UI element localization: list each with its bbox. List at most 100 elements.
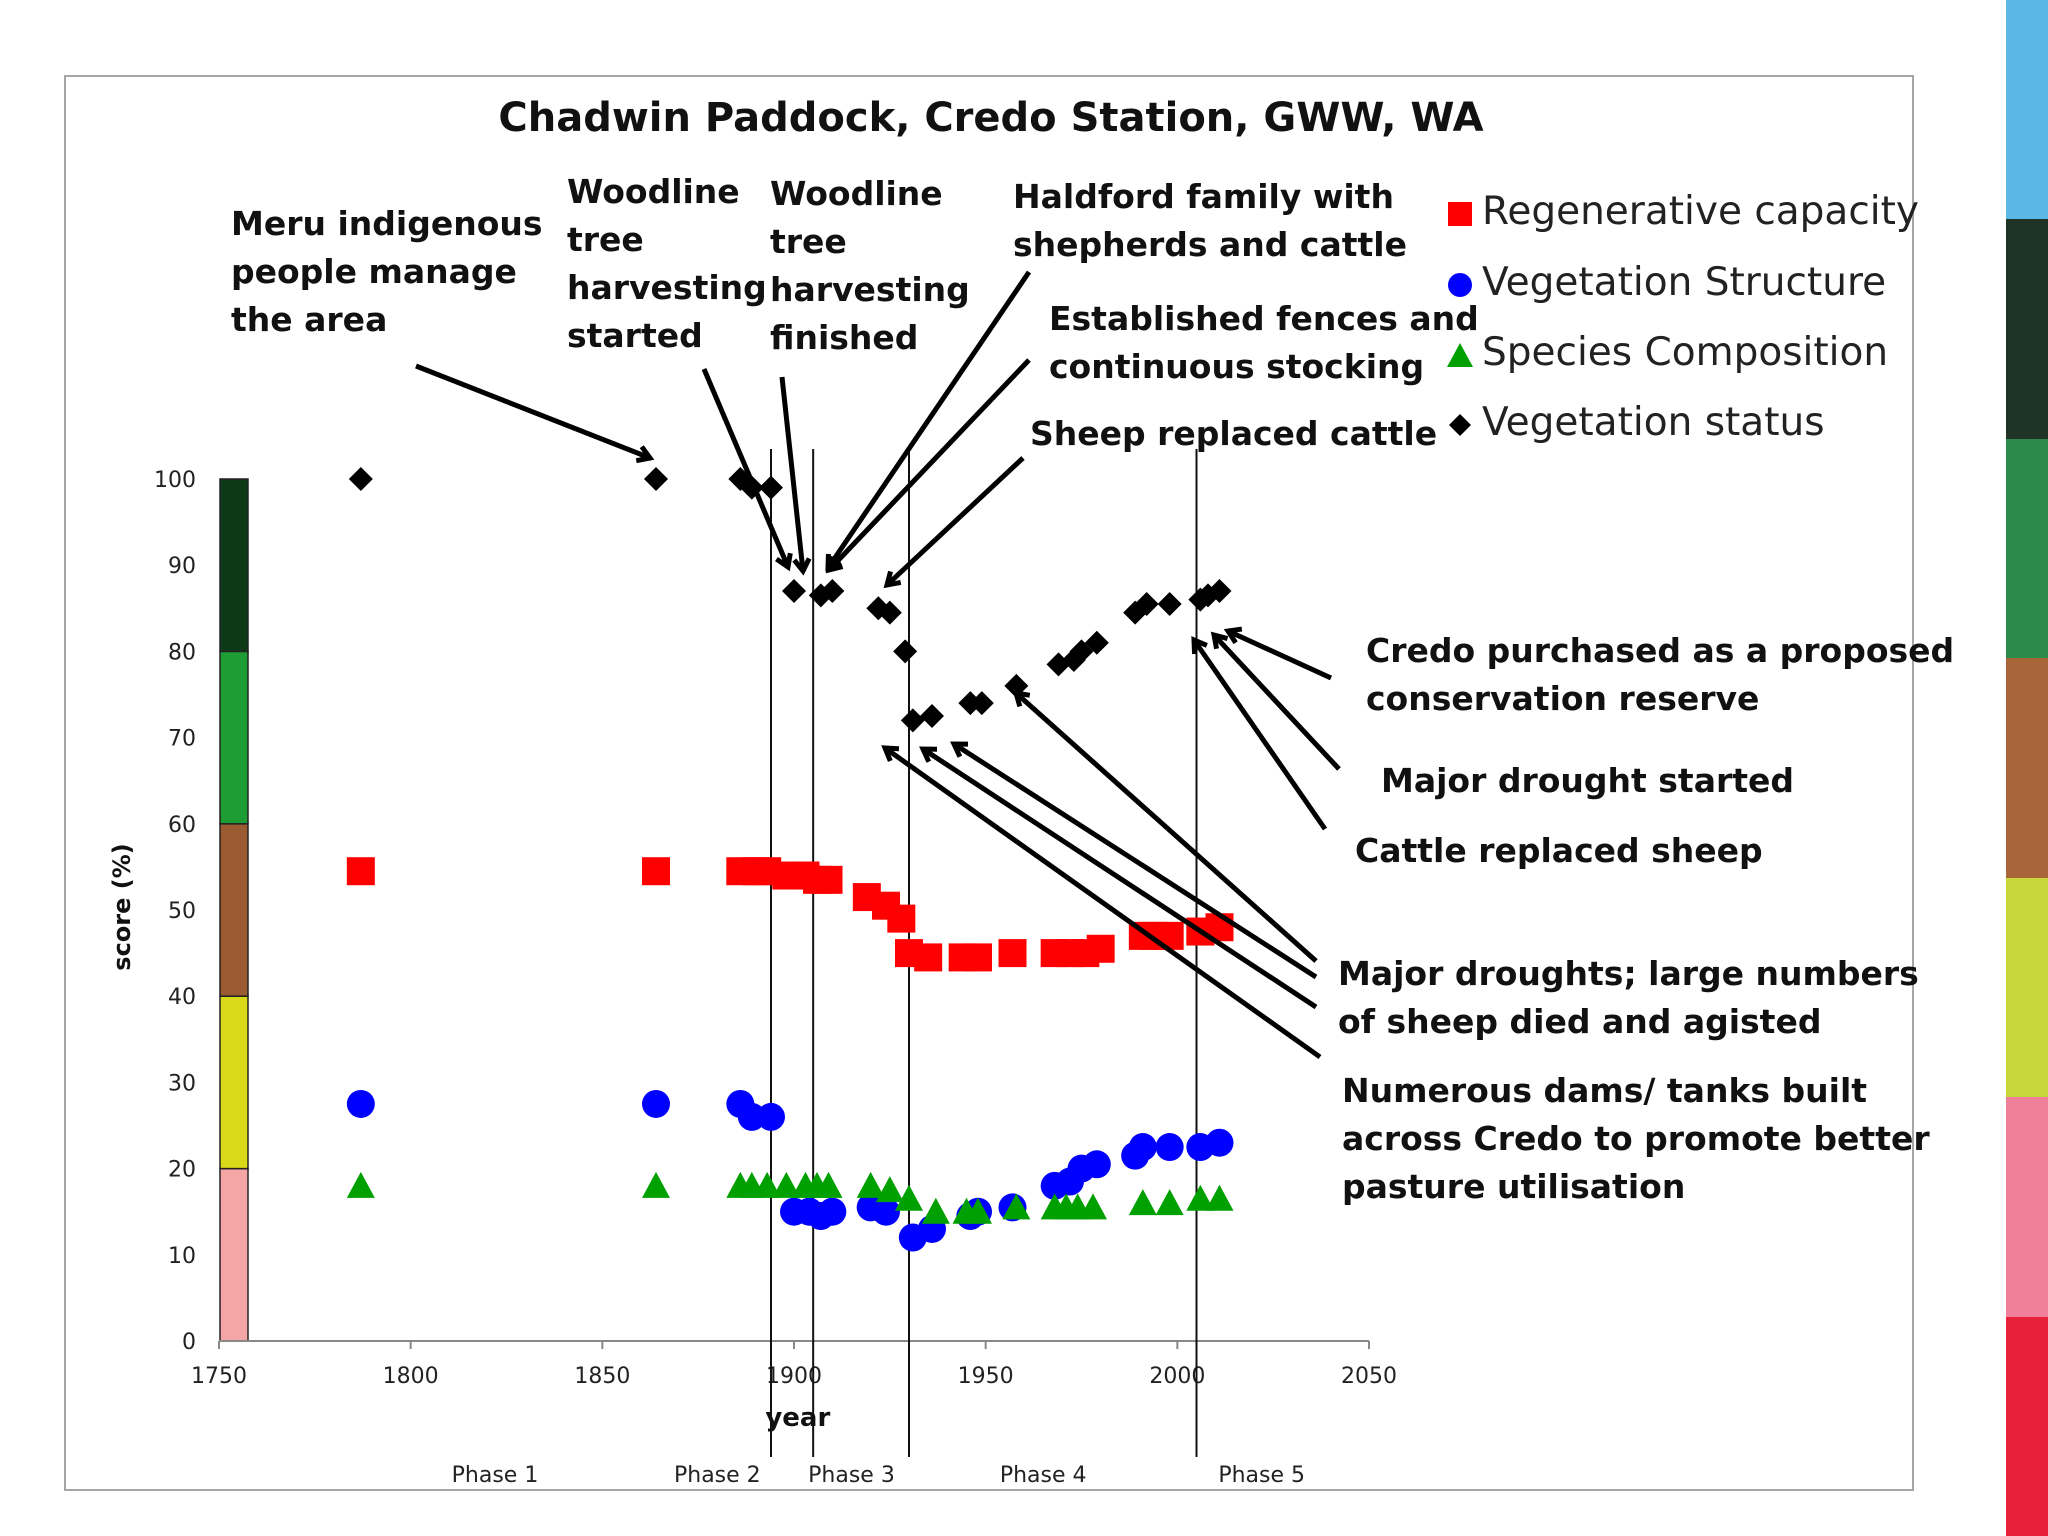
- annotation-line: tree: [567, 220, 644, 259]
- y-tick-label: 30: [168, 1071, 196, 1096]
- species-composition-point: [814, 1171, 843, 1198]
- annotation-line: started: [567, 316, 703, 355]
- annotation-line: finished: [770, 318, 919, 357]
- vegetation-structure-point: [757, 1102, 785, 1131]
- x-tick-label: 1850: [574, 1364, 630, 1389]
- side-strip-segment: [2006, 1316, 2048, 1536]
- annotation-woodline-started: Woodline tree harvesting started: [567, 168, 767, 360]
- vegetation-status-point: [759, 475, 783, 500]
- phase-label: Phase 4: [1000, 1463, 1087, 1488]
- annotation-line: Major drought started: [1381, 761, 1795, 800]
- species-composition-point: [964, 1197, 992, 1224]
- vegetation-status-point: [1207, 579, 1232, 604]
- y-tick-label: 60: [168, 813, 196, 838]
- phase-label: Phase 1: [452, 1463, 539, 1488]
- legend-item-vegetation-structure: Vegetation Structure: [1446, 260, 1886, 305]
- species-composition-point: [921, 1197, 950, 1224]
- vegetation-status-point: [969, 691, 994, 716]
- y-tick-label: 0: [182, 1330, 196, 1355]
- legend-label: Regenerative capacity: [1482, 189, 1919, 234]
- vegetation-structure-point: [1205, 1128, 1234, 1157]
- vegetation-structure-point: [737, 1102, 766, 1131]
- side-color-strip: [2006, 0, 2048, 1536]
- condition-band: [219, 1167, 249, 1342]
- annotation-arrowhead: [1223, 626, 1243, 645]
- legend-item-species-composition: Species Composition: [1446, 330, 1888, 375]
- side-strip-segment: [2006, 1097, 2048, 1317]
- annotation-line: shepherds and cattle: [1013, 225, 1407, 264]
- annotation-arrowhead: [1012, 689, 1031, 708]
- side-strip-segment: [2006, 658, 2048, 878]
- vegetation-status-point: [348, 467, 373, 491]
- species-composition-point: [346, 1171, 375, 1198]
- annotation-arrow: [883, 745, 1322, 1060]
- y-tick-label: 70: [168, 727, 196, 752]
- species-composition-point: [895, 1184, 923, 1211]
- annotation-arrow: [952, 741, 1318, 980]
- chart-plot: Chadwin Paddock, Credo Station, GWW, WA 0…: [108, 95, 1484, 1488]
- annotation-line: harvesting: [770, 270, 970, 309]
- annotation-woodline-finished: Woodline tree harvesting finished: [770, 170, 970, 362]
- annotation-line: Haldford family with: [1013, 177, 1394, 216]
- condition-band: [219, 650, 249, 825]
- phase-label: Phase 5: [1218, 1463, 1305, 1488]
- annotation-major-drought-started: Major drought started: [1381, 757, 1794, 805]
- annotation-arrowhead: [1210, 631, 1229, 650]
- vegetation-structure-point: [818, 1197, 847, 1226]
- regenerative-capacity-point: [814, 865, 843, 894]
- annotation-arrow: [1014, 691, 1318, 963]
- annotation-arrow: [779, 376, 806, 572]
- vegetation-status-point: [820, 579, 845, 604]
- annotation-line: continuous stocking: [1049, 347, 1425, 386]
- condition-band: [219, 823, 249, 997]
- annotation-arrow: [415, 363, 651, 461]
- annotation-arrow: [885, 456, 1025, 587]
- species-composition-point: [875, 1176, 904, 1203]
- phase-label: Phase 2: [674, 1463, 761, 1488]
- y-tick-label: 40: [168, 985, 196, 1010]
- species-composition-point: [856, 1171, 885, 1198]
- annotation-line: people manage: [231, 252, 517, 291]
- annotation-arrowhead: [881, 745, 900, 762]
- species-composition-point: [1002, 1193, 1031, 1220]
- annotation-arrow: [701, 368, 791, 568]
- y-tick-label: 10: [168, 1244, 196, 1269]
- species-composition-point: [753, 1171, 782, 1198]
- vegetation-status-point: [1084, 630, 1109, 655]
- legend-label: Vegetation Structure: [1482, 260, 1887, 305]
- annotation-line: Major droughts; large numbers: [1338, 954, 1919, 993]
- annotation-line: conservation reserve: [1366, 679, 1760, 718]
- regenerative-capacity-point: [642, 857, 670, 886]
- legend-circle-marker: [1448, 272, 1472, 297]
- y-tick-label: 50: [168, 899, 196, 924]
- y-tick-label: 20: [168, 1158, 196, 1183]
- legend-item-regenerative: Regenerative capacity: [1446, 189, 1919, 234]
- annotation-arrow: [1212, 633, 1341, 771]
- chart-frame: Chadwin Paddock, Credo Station, GWW, WA 0…: [64, 75, 1954, 1491]
- x-axis-label: year: [765, 1403, 830, 1433]
- vegetation-status-point: [1157, 591, 1182, 616]
- vegetation-status-point: [1134, 591, 1159, 616]
- y-axis-label: score (%): [108, 843, 136, 970]
- annotation-line: Meru indigenous: [231, 204, 543, 243]
- y-tick-label: 80: [168, 640, 196, 665]
- regenerative-capacity-point: [914, 943, 943, 972]
- annotation-credo-purchased: Credo purchased as a proposed conservati…: [1366, 627, 1954, 723]
- annotation-arrowhead: [775, 552, 793, 572]
- vegetation-structure-point: [1082, 1150, 1111, 1179]
- species-composition-point: [642, 1171, 670, 1198]
- annotation-fences: Established fences and continuous stocki…: [1049, 295, 1479, 391]
- phase-label: Phase 3: [808, 1463, 895, 1488]
- annotation-arrow: [1226, 628, 1333, 681]
- annotation-line: Sheep replaced cattle: [1030, 414, 1438, 453]
- vegetation-status-point: [920, 704, 944, 729]
- species-composition-point: [1155, 1189, 1184, 1216]
- side-strip-segment: [2006, 219, 2048, 439]
- annotation-line: the area: [231, 300, 388, 339]
- annotation-arrowhead: [1191, 636, 1208, 655]
- annotation-sheep-replaced-cattle: Sheep replaced cattle: [1030, 410, 1437, 458]
- x-tick-label: 1800: [383, 1364, 439, 1389]
- annotation-haldford: Haldford family with shepherds and cattl…: [1013, 173, 1407, 269]
- regenerative-capacity-point: [1086, 934, 1115, 963]
- side-strip-segment: [2006, 877, 2048, 1098]
